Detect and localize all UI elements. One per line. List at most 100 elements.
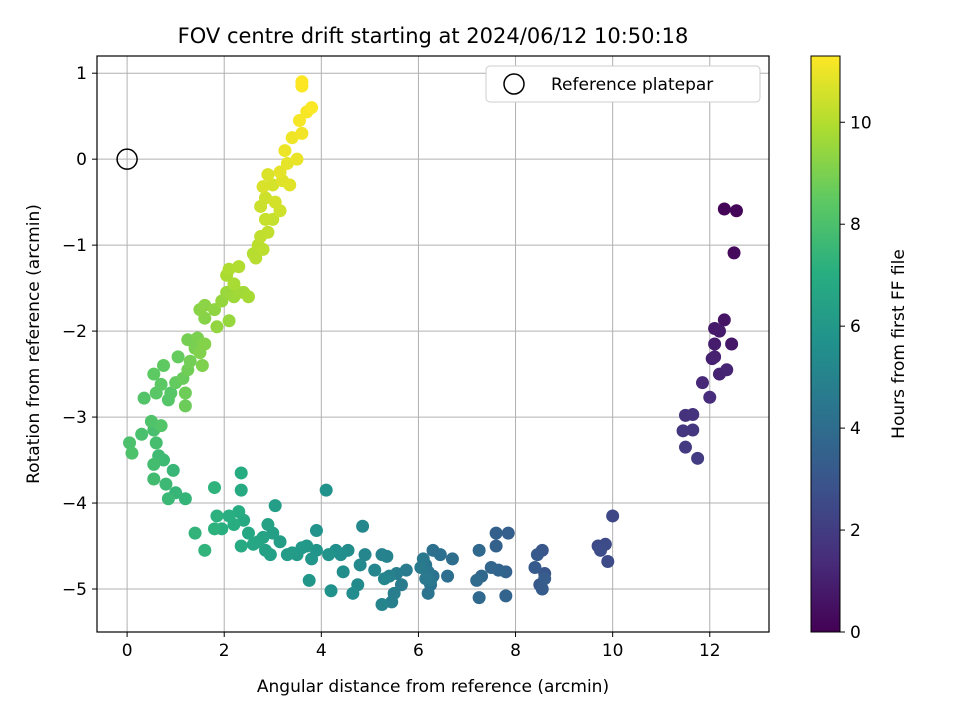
- scatter-point: [703, 390, 717, 404]
- scatter-point: [261, 225, 275, 239]
- scatter-point: [181, 333, 195, 347]
- scatter-point: [241, 290, 255, 304]
- scatter-point: [470, 573, 484, 587]
- scatter-point: [178, 492, 192, 506]
- scatter-point: [241, 526, 255, 540]
- scatter-point: [266, 178, 280, 192]
- x-tick-label: 4: [316, 641, 327, 661]
- scatter-point: [268, 499, 282, 513]
- scatter-point: [356, 519, 370, 533]
- colorbar-label: Hours from first FF file: [889, 249, 909, 439]
- scatter-points: [123, 75, 743, 611]
- scatter-point: [676, 424, 690, 438]
- scatter-point: [198, 543, 212, 557]
- scatter-point: [594, 543, 608, 557]
- scatter-point: [419, 572, 433, 586]
- colorbar: 0 2 4 6 8 10 Hours from first FF file: [810, 55, 909, 643]
- y-axis-ticks: −5 −4 −3 −2 −1 0 1: [62, 64, 97, 600]
- scatter-point: [178, 386, 192, 400]
- scatter-point: [708, 350, 722, 364]
- scatter-point: [154, 419, 168, 433]
- scatter-point: [319, 483, 333, 497]
- scatter-point: [445, 552, 459, 566]
- scatter-point: [147, 367, 161, 381]
- x-tick-label: 10: [602, 641, 624, 661]
- scatter-point: [729, 204, 743, 218]
- scatter-point: [295, 126, 309, 140]
- scatter-point: [280, 156, 294, 170]
- scatter-point: [368, 563, 382, 577]
- scatter-point: [414, 561, 428, 575]
- scatter-point: [292, 113, 306, 127]
- scatter-point: [171, 350, 185, 364]
- scatter-point: [144, 414, 158, 428]
- scatter-point: [210, 509, 224, 523]
- y-tick-label: 0: [76, 150, 87, 170]
- scatter-point: [375, 597, 389, 611]
- colorbar-ticks: 0 2 4 6 8 10: [840, 113, 872, 643]
- scatter-point: [135, 427, 149, 441]
- legend-label: Reference platepar: [551, 75, 713, 95]
- x-axis-label: Angular distance from reference (arcmin): [257, 677, 609, 697]
- scatter-point: [208, 481, 222, 495]
- scatter-point: [232, 505, 246, 519]
- scatter-point: [258, 191, 272, 205]
- scatter-point: [305, 552, 319, 566]
- scatter-point: [198, 337, 212, 351]
- scatter-point: [375, 548, 389, 562]
- scatter-point: [426, 543, 440, 557]
- scatter-point: [159, 477, 173, 491]
- scatter-point: [285, 131, 299, 145]
- scatter-point: [147, 472, 161, 486]
- scatter-point: [273, 535, 287, 549]
- scatter-point: [249, 251, 263, 265]
- scatter-point: [305, 101, 319, 115]
- y-tick-label: −5: [62, 580, 87, 600]
- colorbar-tick-label: 2: [850, 521, 861, 541]
- x-tick-label: 12: [699, 641, 721, 661]
- scatter-point: [154, 377, 168, 391]
- x-axis-ticks: 0 2 4 6 8 10 12: [122, 632, 721, 661]
- scatter-point: [234, 539, 248, 553]
- scatter-point: [606, 509, 620, 523]
- scatter-point: [147, 457, 161, 471]
- scatter-point: [377, 572, 391, 586]
- scatter-point: [530, 548, 544, 562]
- colorbar-gradient: [810, 55, 841, 633]
- scatter-point: [712, 324, 726, 338]
- y-tick-label: −1: [62, 236, 87, 256]
- scatter-point: [295, 75, 309, 89]
- scatter-point: [195, 358, 209, 372]
- y-tick-label: −4: [62, 494, 87, 514]
- scatter-point: [161, 492, 175, 506]
- scatter-point: [273, 165, 287, 179]
- scatter-point: [353, 558, 367, 572]
- scatter-point: [484, 561, 498, 575]
- scatter-point: [678, 440, 692, 454]
- scatter-point: [208, 522, 222, 536]
- scatter-point: [309, 524, 323, 538]
- scatter-point: [528, 561, 542, 575]
- scatter-point: [686, 407, 700, 421]
- scatter-point: [499, 589, 513, 603]
- scatter-point: [125, 446, 139, 460]
- x-tick-label: 8: [510, 641, 521, 661]
- colorbar-tick-label: 6: [850, 317, 861, 337]
- scatter-point: [278, 144, 292, 158]
- x-tick-label: 6: [413, 641, 424, 661]
- legend-box: [485, 65, 761, 103]
- scatter-point: [421, 586, 435, 600]
- scatter-point: [232, 260, 246, 274]
- y-tick-label: −2: [62, 322, 87, 342]
- chart-title: FOV centre drift starting at 2024/06/12 …: [178, 24, 689, 48]
- scatter-point: [222, 314, 236, 328]
- scatter-point: [538, 572, 552, 586]
- scatter-point: [149, 436, 163, 450]
- scatter-point: [501, 526, 515, 540]
- scatter-point: [686, 423, 700, 437]
- scatter-point: [157, 358, 171, 372]
- scatter-point: [691, 451, 705, 465]
- scatter-point: [708, 337, 722, 351]
- scatter-point: [324, 584, 338, 598]
- scatter-point: [472, 543, 486, 557]
